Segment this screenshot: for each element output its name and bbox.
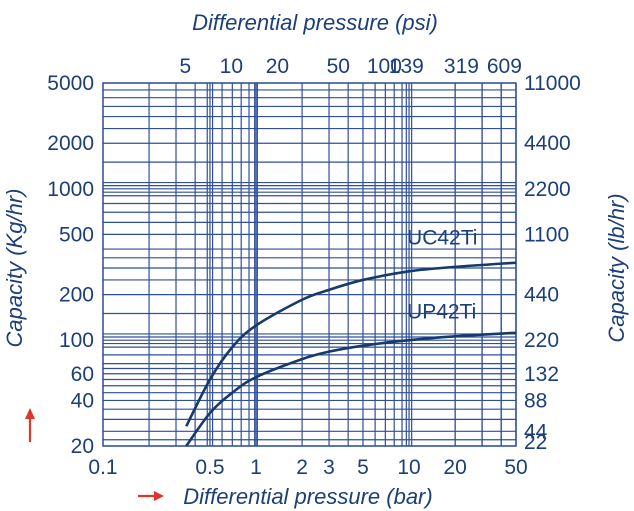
y-left-tick-label: 200 (59, 284, 94, 307)
y-left-tick-label: 60 (71, 363, 94, 386)
x-top-tick-label: 139 (389, 55, 424, 78)
y-right-tick-label: 440 (524, 284, 559, 307)
y-left-tick-label: 1000 (47, 178, 94, 201)
y-left-tick-label: 100 (59, 329, 94, 352)
x-top-tick-label: 609 (487, 55, 522, 78)
y-right-tick-label: 11000 (524, 72, 581, 95)
series-label-uc42ti: UC42Ti (407, 227, 477, 250)
left-axis-title: Capacity (Kg/hr) (2, 189, 27, 348)
plot-frame (102, 82, 517, 447)
series-label-up42ti: UP42Ti (407, 301, 476, 324)
x-bottom-tick-label: 3 (323, 456, 335, 479)
right-axis-title: Capacity (lb/hr) (604, 193, 629, 342)
x-top-tick-label: 319 (444, 55, 479, 78)
x-bottom-tick-label: 10 (397, 456, 420, 479)
grid (102, 82, 517, 447)
vertical-arrow-icon (25, 408, 35, 442)
x-bottom-tick-label: 2 (296, 456, 308, 479)
series-line-uc42ti (185, 261, 517, 427)
x-bottom-tick-label: 50 (504, 456, 527, 479)
x-bottom-tick-label: 0.1 (88, 456, 117, 479)
horizontal-arrow-icon (138, 491, 164, 501)
y-left-tick-label: 20 (71, 435, 94, 458)
y-right-tick-label: 44 (524, 420, 548, 443)
y-right-tick-label: 2200 (524, 178, 571, 201)
y-right-tick-label: 88 (524, 389, 547, 412)
x-top-tick-label: 10 (220, 55, 243, 78)
y-right-tick-label: 132 (524, 363, 559, 386)
x-top-tick-label: 50 (327, 55, 350, 78)
y-left-tick-label: 5000 (47, 72, 94, 95)
x-bottom-tick-label: 0.5 (195, 456, 224, 479)
x-bottom-tick-label: 1 (250, 456, 262, 479)
x-top-tick-label: 20 (266, 55, 289, 78)
y-left-tick-label: 2000 (47, 132, 94, 155)
y-right-tick-label: 4400 (524, 132, 571, 155)
x-top-tick-label: 100 (367, 55, 402, 78)
y-right-tick-label: 22 (524, 431, 547, 454)
x-top-tick-label: 5 (179, 55, 191, 78)
series-line-up42ti (185, 331, 517, 447)
bottom-axis-title: Differential pressure (bar) (183, 484, 432, 509)
x-bottom-tick-label: 5 (357, 456, 369, 479)
top-axis-title: Differential pressure (psi) (192, 10, 438, 35)
x-bottom-tick-label: 20 (443, 456, 466, 479)
curves (185, 261, 517, 447)
y-right-tick-label: 1100 (524, 223, 569, 246)
y-right-tick-label: 220 (524, 329, 559, 352)
y-left-tick-label: 40 (71, 389, 94, 412)
y-left-tick-label: 500 (59, 223, 94, 246)
